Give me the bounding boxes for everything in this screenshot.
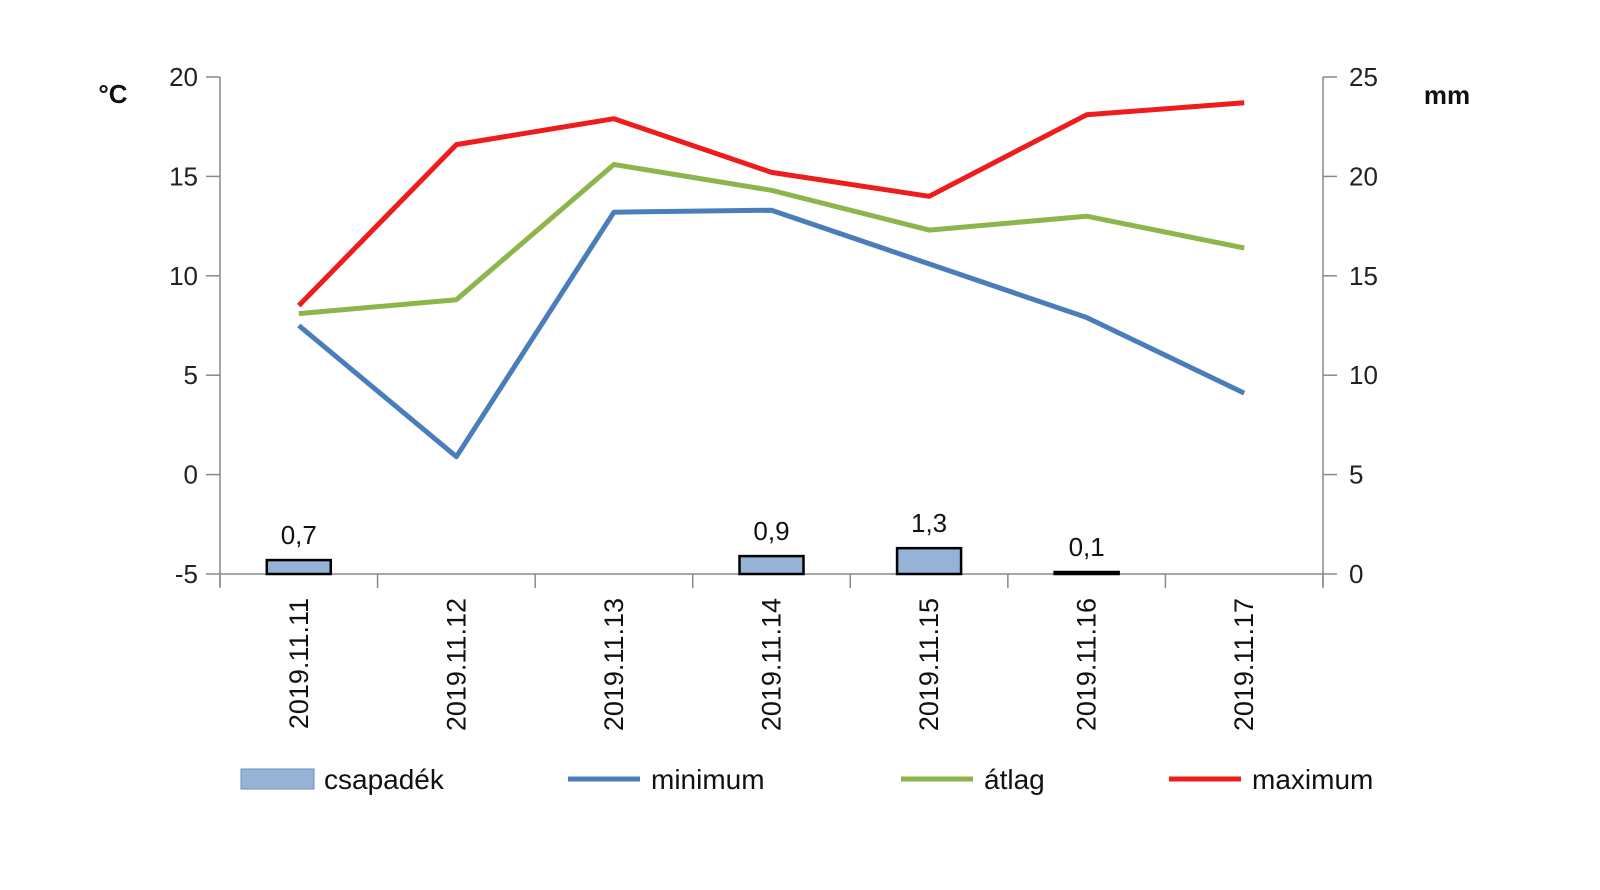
x-tick-label: 2019.11.16: [1072, 598, 1102, 731]
x-tick-label: 2019.11.13: [599, 598, 629, 731]
legend: csapadék minimum átlag maximum: [240, 764, 1373, 795]
y-axis-left-unit: °C: [98, 79, 127, 109]
bar-csapadek: [738, 554, 805, 576]
legend-label: átlag: [984, 764, 1045, 795]
bars-group: [265, 546, 1120, 576]
y-axis-right-unit: mm: [1424, 80, 1470, 110]
y-tick-label-right: 0: [1349, 559, 1363, 589]
x-tick-label: 2019.11.11: [284, 598, 314, 729]
y-tick-label-left: 0: [184, 460, 198, 490]
y-tick-label-left: 10: [169, 261, 198, 291]
bar-data-label: 0,1: [1069, 532, 1105, 562]
bar-data-label: 0,7: [281, 520, 317, 550]
bar-csapadek: [895, 546, 963, 576]
y-tick-label-right: 15: [1349, 261, 1378, 291]
line-series-átlag: [298, 162, 1245, 317]
axes-group: 20 15 10 5 0 -5 °C 25 20 15 10 5 0 mm 2019.11.11 2019.1…: [98, 62, 1470, 731]
y-tick-label-left: 15: [169, 161, 198, 191]
line-series-maximum: [297, 100, 1245, 308]
x-tick-label: 2019.11.17: [1229, 598, 1259, 731]
legend-label: minimum: [651, 764, 765, 795]
lines-group: [297, 100, 1246, 460]
y-tick-label-right: 10: [1349, 360, 1378, 390]
y-tick-label-right: 20: [1349, 161, 1378, 191]
y-tick-label-left: 5: [184, 360, 198, 390]
y-tick-label-right: 5: [1349, 460, 1363, 490]
bar-data-label: 0,9: [753, 516, 789, 546]
y-tick-label-left: -5: [175, 559, 198, 589]
legend-label: csapadék: [324, 764, 445, 795]
legend-swatch-bar: [240, 768, 315, 790]
y-tick-label-right: 25: [1349, 62, 1378, 92]
line-series-minimum: [297, 207, 1246, 460]
data-labels-group: 0,7 0,9 1,3 0,1: [281, 508, 1105, 562]
y-tick-label-left: 20: [169, 62, 198, 92]
x-tick-label: 2019.11.14: [757, 598, 787, 731]
bar-csapadek: [265, 558, 333, 576]
x-tick-label: 2019.11.12: [441, 598, 471, 731]
bar-csapadek: [1053, 570, 1120, 576]
bar-data-label: 1,3: [911, 508, 947, 538]
legend-label: maximum: [1252, 764, 1373, 795]
x-tick-label: 2019.11.15: [914, 598, 944, 731]
